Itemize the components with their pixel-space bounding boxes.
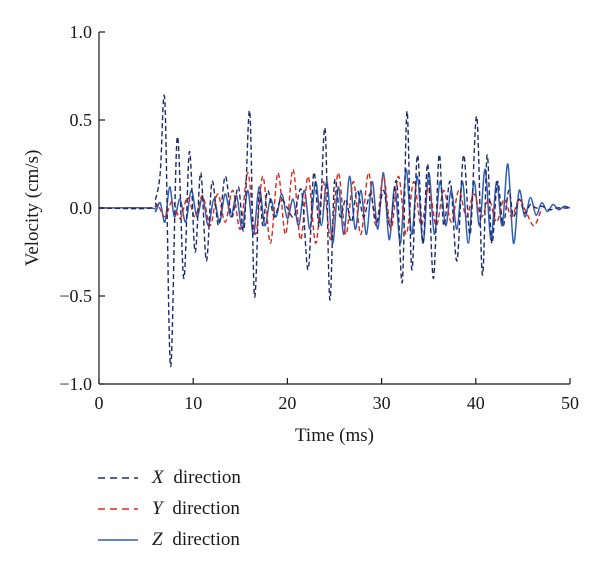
x-ticks: 0 10 20 30 40 50	[95, 378, 579, 413]
plot-series-layer	[98, 94, 571, 368]
y-tick-label: −1.0	[59, 374, 92, 394]
legend-suffix-z: direction	[167, 528, 240, 550]
series-x-direction-line	[98, 94, 570, 368]
legend-item-x: X direction	[98, 462, 241, 493]
y-tick-label: 0.0	[70, 198, 93, 218]
legend-letter-x: X	[152, 466, 164, 488]
x-tick-label: 30	[373, 393, 391, 413]
x-tick-label: 10	[184, 393, 202, 413]
x-tick-label: 0	[95, 393, 104, 413]
legend-swatch-y	[98, 507, 138, 510]
x-axis-label: Time (ms)	[295, 425, 374, 446]
legend-letter-z: Z	[152, 528, 163, 550]
series-y-direction-line	[98, 168, 543, 244]
legend-swatch-z	[98, 538, 138, 541]
legend-item-z: Z direction	[98, 524, 241, 555]
legend-item-y: Y direction	[98, 493, 241, 524]
x-tick-label: 40	[467, 393, 485, 413]
legend-suffix-x: direction	[168, 466, 241, 488]
y-tick-label: −0.5	[59, 286, 92, 306]
series-z-direction-line	[98, 163, 571, 244]
y-ticks: 1.0 0.5 0.0 −0.5 −1.0	[59, 22, 105, 394]
legend-suffix-y: direction	[167, 497, 240, 519]
legend: X direction Y direction Z direction	[98, 462, 241, 555]
y-tick-label: 0.5	[70, 110, 93, 130]
y-axis-label: Velocity (cm/s)	[22, 150, 43, 267]
y-tick-label: 1.0	[70, 22, 93, 42]
legend-label-z: Z direction	[152, 529, 240, 551]
legend-label-y: Y direction	[152, 498, 240, 520]
legend-swatch-x	[98, 476, 138, 479]
x-tick-label: 50	[561, 393, 579, 413]
velocity-chart: 1.00.50.0−0.5−1.0 0 10 20 30 40 50 Time (ms) …	[22, 22, 579, 446]
legend-label-x: X direction	[152, 467, 241, 489]
x-tick-label: 20	[278, 393, 296, 413]
legend-letter-y: Y	[152, 497, 163, 519]
